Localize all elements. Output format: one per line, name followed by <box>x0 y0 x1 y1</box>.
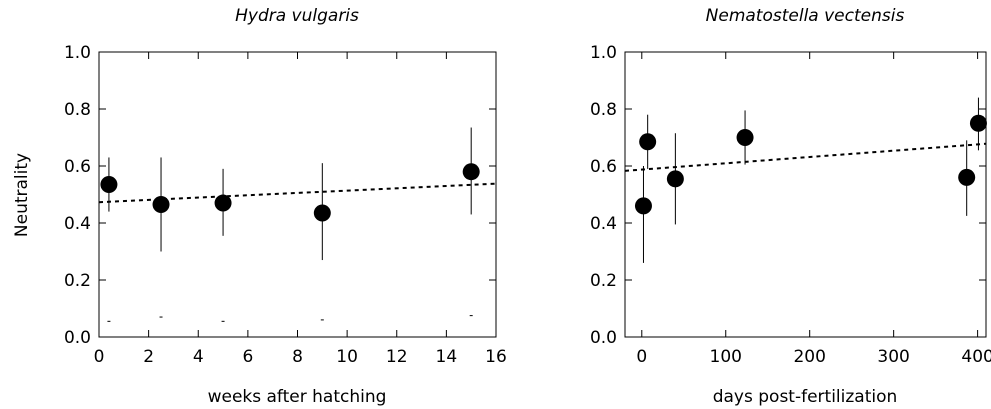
hydra-xtick-label: 12 <box>386 347 408 367</box>
nematostella-trend-line <box>624 142 987 172</box>
hydra-ytick-label: 0.0 <box>64 328 91 348</box>
nematostella-ytick-label: 0.2 <box>590 271 617 291</box>
nematostella-xtick-label: 0 <box>636 347 647 367</box>
hydra-xtick-label: 0 <box>94 347 105 367</box>
nematostella-ytick-label: 1.0 <box>590 43 617 63</box>
nematostella-xtick-label: 400 <box>961 347 991 367</box>
nematostella-ytick-label: 0.0 <box>590 328 617 348</box>
nematostella-xtick-label: 200 <box>793 347 825 367</box>
nematostella-ytick-label: 0.4 <box>590 214 617 234</box>
hydra-ytick-label: 0.4 <box>64 214 91 234</box>
hydra-title: Hydra vulgaris <box>235 6 359 26</box>
hydra-data-point <box>313 204 331 222</box>
hydra-xtick-label: 2 <box>143 347 154 367</box>
hydra-ylabel: Neutrality <box>12 153 32 237</box>
hydra-xtick-label: 6 <box>242 347 253 367</box>
hydra-xtick-label: 10 <box>336 347 358 367</box>
hydra-plot-frame <box>98 51 497 338</box>
nematostella-data-point <box>969 114 987 132</box>
nematostella-title: Nematostella vectensis <box>706 6 905 26</box>
hydra-xtick-label: 16 <box>485 347 507 367</box>
hydra-ytick-label: 0.8 <box>64 100 91 120</box>
hydra-xtick-label: 14 <box>436 347 458 367</box>
hydra-data-point <box>100 176 118 194</box>
nematostella-ytick-label: 0.6 <box>590 157 617 177</box>
nematostella-panel: Nematostella vectensis days post-fertili… <box>590 6 991 407</box>
hydra-ytick-label: 0.2 <box>64 271 91 291</box>
nematostella-plot-frame <box>624 51 987 338</box>
nematostella-ytick-label: 0.8 <box>590 100 617 120</box>
hydra-data-point <box>214 194 232 212</box>
hydra-data-point <box>462 163 480 181</box>
nematostella-xtick-label: 100 <box>710 347 742 367</box>
nematostella-xlabel: days post-fertilization <box>713 387 898 407</box>
nematostella-xtick-label: 300 <box>877 347 909 367</box>
nematostella-data-point <box>736 129 754 146</box>
hydra-ytick-label: 0.6 <box>64 157 91 177</box>
hydra-xlabel: weeks after hatching <box>208 387 387 407</box>
hydra-panel: Hydra vulgaris Neutrality weeks after ha… <box>12 6 507 407</box>
nematostella-data-point <box>639 133 657 151</box>
nematostella-data-point <box>958 168 976 186</box>
nematostella-data-point <box>666 170 684 188</box>
nematostella-data-point <box>634 197 652 215</box>
hydra-ytick-label: 1.0 <box>64 43 91 63</box>
hydra-data-point <box>152 195 170 213</box>
hydra-xtick-label: 4 <box>193 347 204 367</box>
hydra-xtick-label: 8 <box>292 347 303 367</box>
